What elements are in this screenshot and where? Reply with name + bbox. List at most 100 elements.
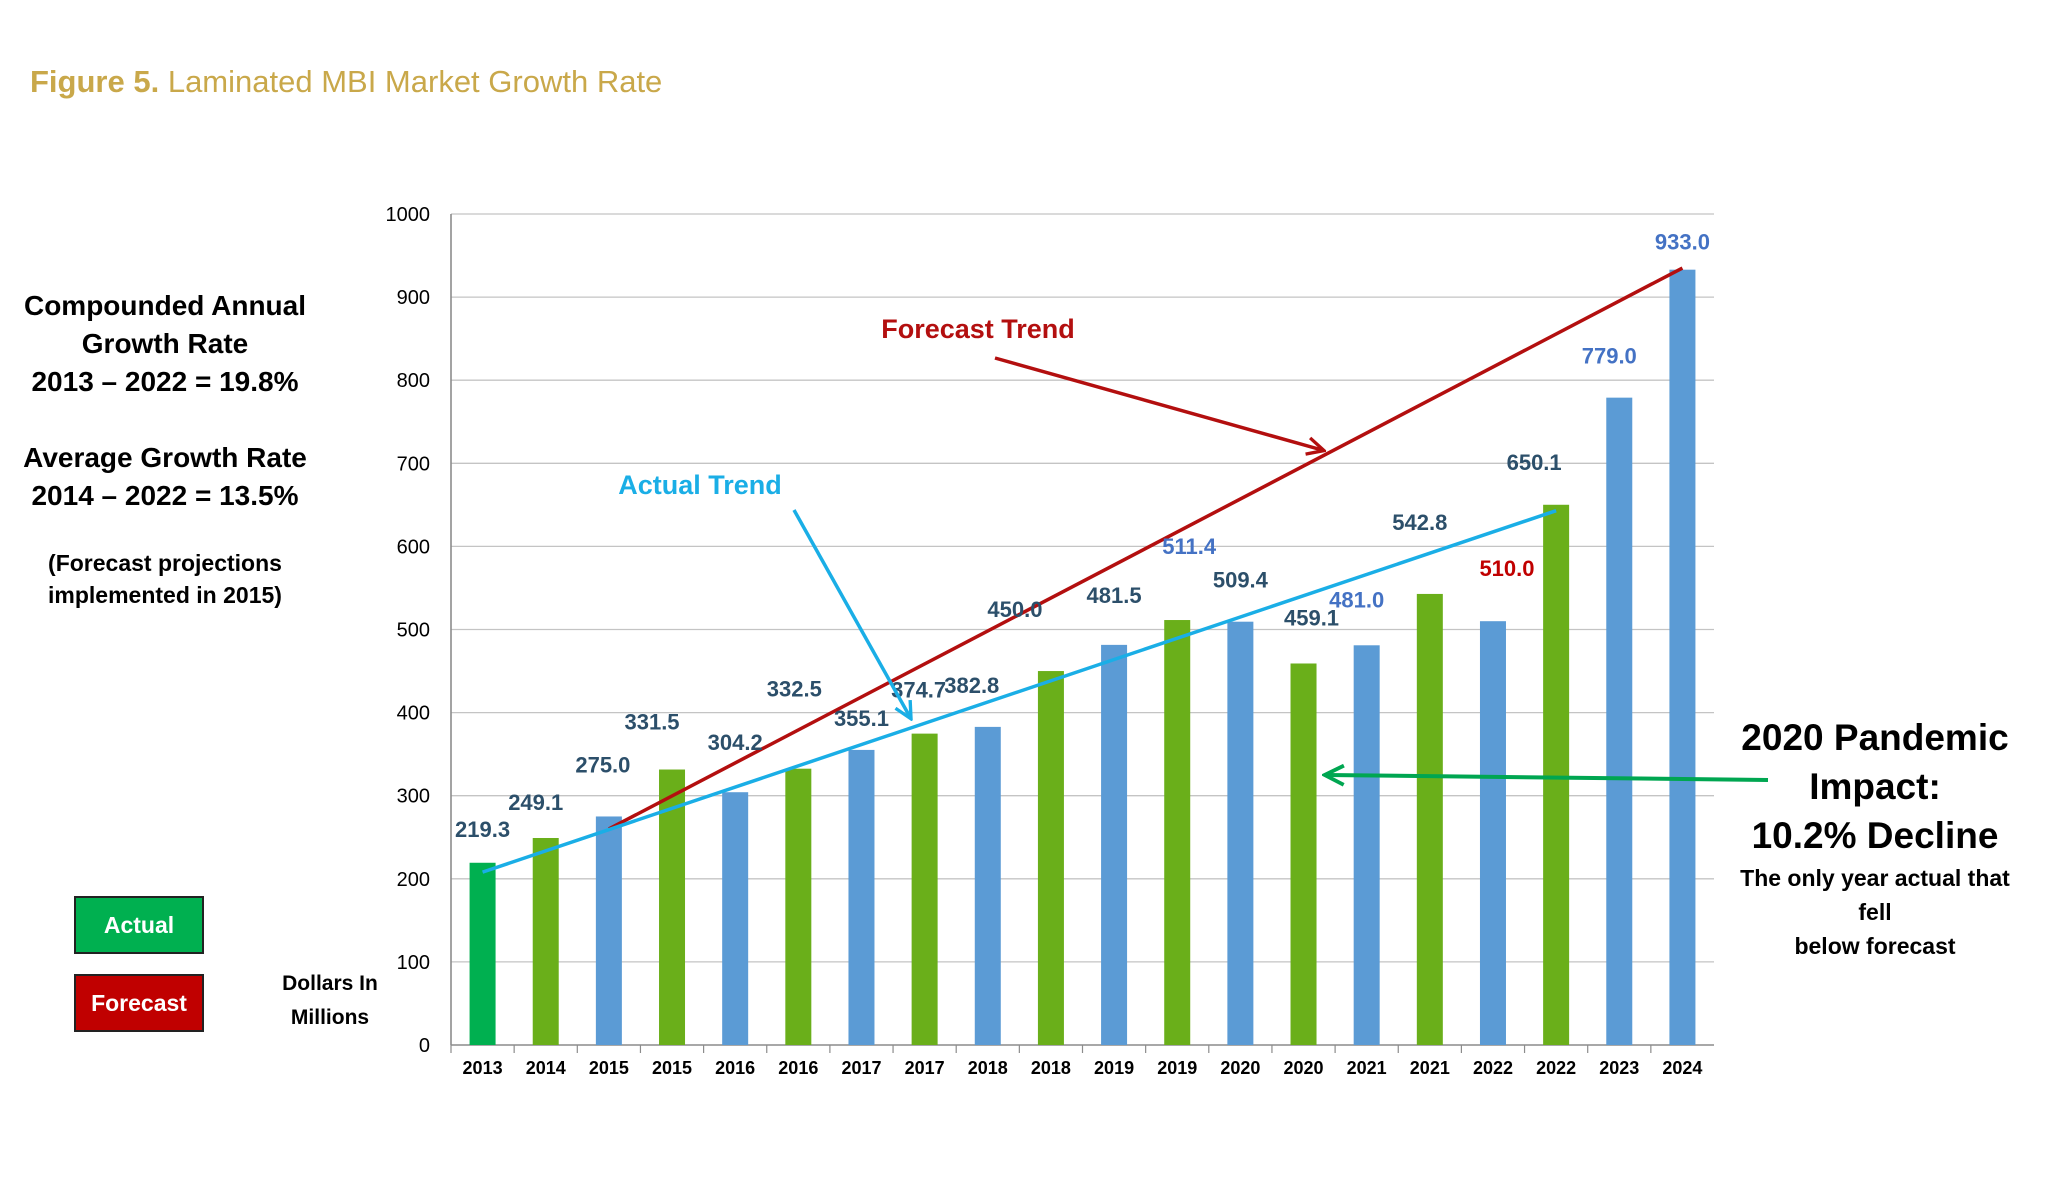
figure-label: Figure 5. [30, 64, 160, 99]
x-tick-label: 2014 [526, 1058, 566, 1078]
bar-2015-forecast [595, 816, 622, 1045]
x-tick-label: 2020 [1220, 1058, 1260, 1078]
x-tick-label: 2016 [778, 1058, 818, 1078]
cagr-line: 2013 – 2022 = 19.8% [31, 366, 299, 397]
legend-forecast: Forecast [74, 974, 204, 1032]
y-unit-line: Dollars In [282, 972, 378, 995]
data-label-2016: 304.2 [708, 730, 763, 755]
x-tick-label: 2018 [968, 1058, 1008, 1078]
bar-2016-actual [785, 768, 812, 1045]
cagr-note: Compounded Annual Growth Rate 2013 – 202… [0, 287, 330, 401]
pandemic-detail: The only year actual that [1740, 865, 2010, 891]
actual-trend-arrow [792, 509, 910, 717]
x-tick-label: 2019 [1094, 1058, 1134, 1078]
x-tick-label: 2015 [589, 1058, 629, 1078]
x-tick-label: 2015 [652, 1058, 692, 1078]
data-label-2013: 219.3 [455, 817, 510, 842]
bar-2022-forecast [1479, 621, 1506, 1045]
data-label-2015: 331.5 [624, 710, 679, 735]
bar-2022-actual [1543, 504, 1570, 1045]
bar-2019-forecast [1101, 644, 1128, 1045]
figure-title: Figure 5. Laminated MBI Market Growth Ra… [30, 64, 662, 100]
note-line: implemented in 2015) [48, 582, 282, 608]
y-tick-label: 400 [397, 703, 430, 725]
pandemic-headline: 2020 Pandemic [1741, 717, 2009, 758]
y-tick-label: 200 [397, 869, 430, 891]
data-label-2021: 481.0 [1329, 587, 1384, 612]
x-tick-label: 2023 [1599, 1058, 1639, 1078]
bar-2021-forecast [1353, 645, 1380, 1045]
data-label-2019: 481.5 [1087, 583, 1142, 608]
data-label-2024: 933.0 [1655, 230, 1710, 255]
x-tick-label: 2021 [1410, 1058, 1450, 1078]
legend-actual: Actual [74, 896, 204, 954]
data-label-2018: 450.0 [987, 597, 1042, 622]
y-tick-label: 1000 [386, 204, 431, 226]
x-tick-label: 2020 [1284, 1058, 1324, 1078]
x-tick-label: 2019 [1157, 1058, 1197, 1078]
pandemic-headline: Impact: [1809, 766, 1941, 807]
pandemic-detail: fell [1858, 899, 1892, 925]
actual-trend-annotation: Actual Trend [618, 470, 782, 500]
bar-2021-actual [1416, 593, 1443, 1045]
forecast-trend-annotation: Forecast Trend [881, 314, 1075, 344]
x-tick-label: 2021 [1347, 1058, 1387, 1078]
cagr-line: Growth Rate [81, 328, 249, 359]
x-tick-label: 2024 [1662, 1058, 1702, 1078]
avg-growth-note: Average Growth Rate 2014 – 2022 = 13.5% [0, 439, 330, 515]
y-tick-label: 900 [397, 287, 430, 309]
data-label-2020: 459.1 [1284, 605, 1339, 630]
data-label-2022: 510.0 [1479, 556, 1534, 581]
avg-line: Average Growth Rate [23, 442, 307, 473]
x-tick-label: 2013 [463, 1058, 503, 1078]
pandemic-headline: 10.2% Decline [1751, 815, 1999, 856]
bar-2018-forecast [974, 726, 1001, 1045]
data-label-2018: 382.8 [944, 673, 999, 698]
data-label-2014: 249.1 [508, 790, 563, 815]
forecast-note: (Forecast projections implemented in 201… [0, 547, 330, 611]
x-tick-label: 2022 [1536, 1058, 1576, 1078]
x-tick-label: 2022 [1473, 1058, 1513, 1078]
bar-2018-actual [1037, 671, 1064, 1045]
pandemic-arrow [1327, 775, 1769, 780]
avg-line: 2014 – 2022 = 13.5% [31, 480, 299, 511]
data-label-2023: 779.0 [1582, 344, 1637, 369]
pandemic-detail: below forecast [1794, 933, 1956, 959]
bar-2017-actual [911, 733, 938, 1045]
bar-2020-forecast [1227, 621, 1254, 1045]
data-label-2016: 332.5 [767, 677, 822, 702]
data-label-2021: 542.8 [1392, 510, 1447, 535]
cagr-line: Compounded Annual [23, 290, 307, 321]
bar-2017-forecast [848, 749, 875, 1045]
x-tick-label: 2017 [841, 1058, 881, 1078]
actual-trend-line [482, 509, 1557, 874]
data-label-2015: 275.0 [575, 752, 630, 777]
bar-2014-actual [532, 837, 559, 1045]
forecast-trend-arrow [994, 356, 1322, 450]
forecast-trend-line [608, 266, 1684, 831]
y-tick-label: 100 [397, 952, 430, 974]
bar-2013-actual-first [469, 862, 496, 1045]
bar-2016-forecast [722, 792, 749, 1045]
x-tick-label: 2018 [1031, 1058, 1071, 1078]
bar-2024-forecast [1669, 269, 1696, 1045]
y-tick-label: 800 [397, 370, 430, 392]
y-tick-label: 500 [397, 620, 430, 642]
figure-title-text: Laminated MBI Market Growth Rate [167, 64, 663, 99]
bar-2023-forecast [1606, 397, 1633, 1045]
y-axis-unit: Dollars In Millions [270, 967, 390, 1035]
data-label-2017: 355.1 [834, 706, 889, 731]
y-tick-label: 700 [397, 453, 430, 475]
y-tick-label: 600 [397, 536, 430, 558]
bar-2015-actual [659, 769, 686, 1045]
bar-2019-actual [1164, 620, 1191, 1045]
x-tick-label: 2017 [905, 1058, 945, 1078]
y-unit-line: Millions [290, 1006, 370, 1029]
data-label-2019: 511.4 [1162, 534, 1217, 559]
data-label-2020: 509.4 [1213, 568, 1269, 593]
x-tick-label: 2016 [715, 1058, 755, 1078]
bar-2020-actual [1290, 663, 1317, 1045]
data-label-2022: 650.1 [1507, 450, 1562, 475]
pandemic-callout: 2020 Pandemic Impact: 10.2% Decline The … [1710, 713, 2040, 962]
